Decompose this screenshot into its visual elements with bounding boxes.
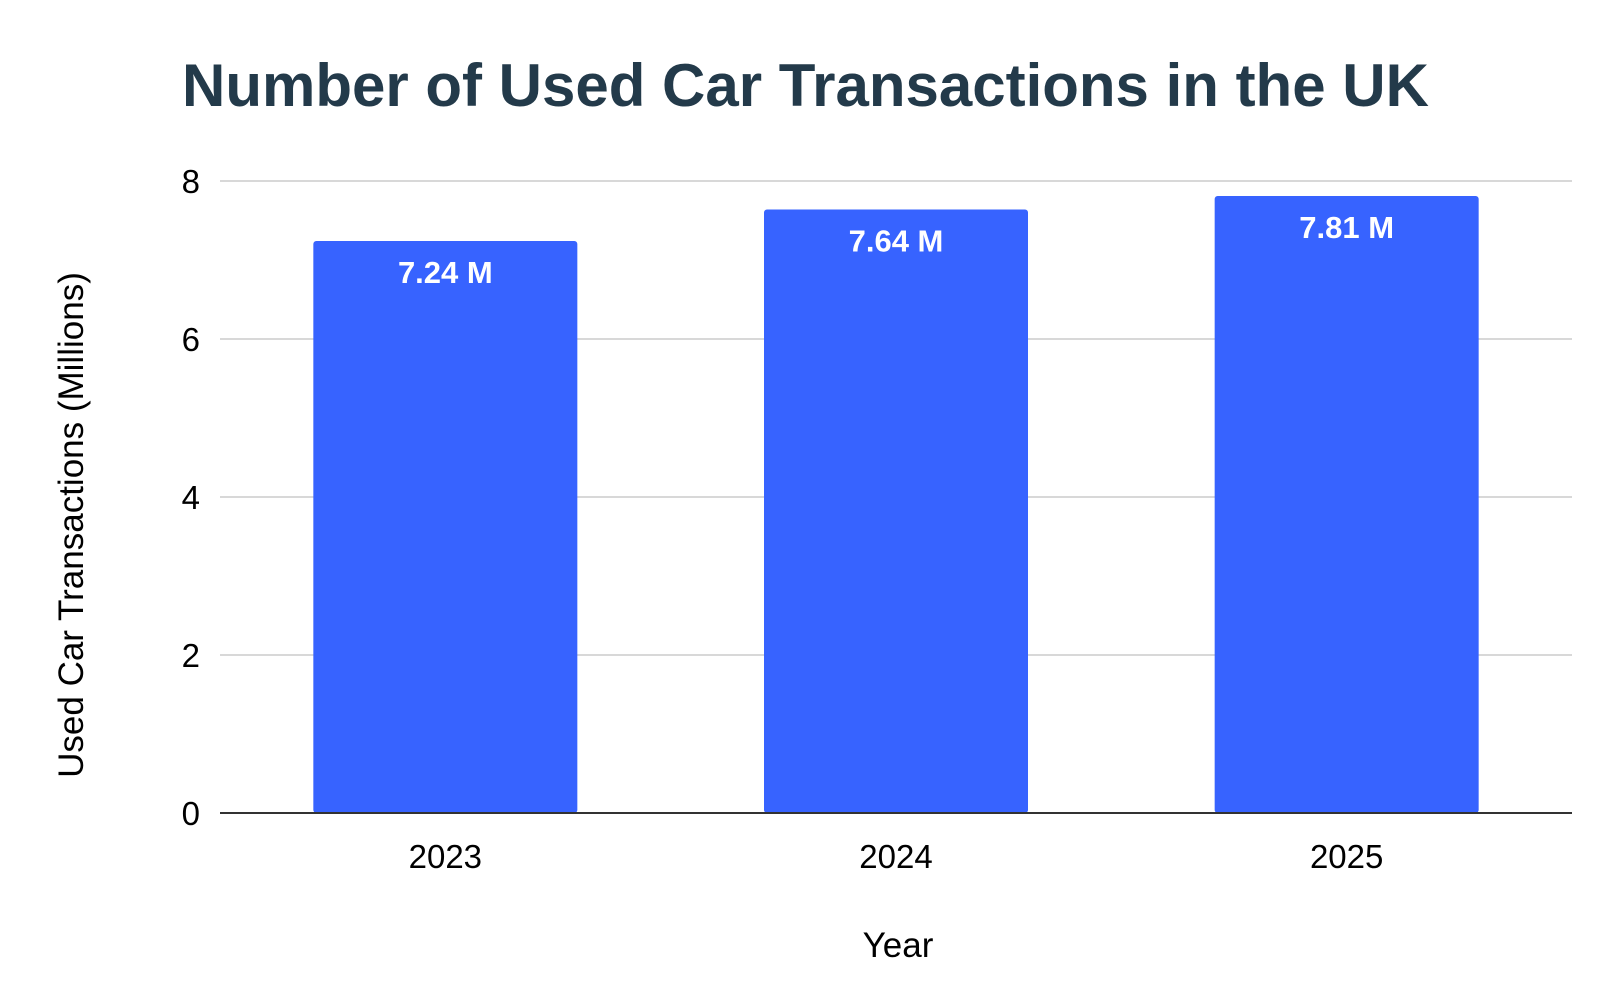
chart-title: Number of Used Car Transactions in the U…	[182, 52, 1429, 119]
y-tick-label: 0	[182, 795, 200, 832]
x-axis-label: Year	[863, 926, 934, 965]
x-tick-label: 2023	[409, 838, 482, 875]
y-tick-label: 4	[182, 479, 200, 516]
y-tick-label: 8	[182, 163, 200, 200]
x-axis-ticks: 2023 2024 2025	[409, 838, 1384, 875]
bar-value-label: 7.64 M	[849, 223, 944, 258]
bar-value-label: 7.81 M	[1299, 210, 1394, 245]
y-axis-label: Used Car Transactions (Millions)	[52, 272, 91, 778]
bar-2024	[764, 209, 1028, 813]
y-tick-label: 2	[182, 637, 200, 674]
bar-value-label: 7.24 M	[398, 255, 493, 290]
bar-2025	[1214, 196, 1479, 813]
x-tick-label: 2024	[859, 838, 932, 875]
bar-2023	[313, 241, 578, 814]
y-tick-label: 6	[182, 321, 200, 358]
x-tick-label: 2025	[1310, 838, 1383, 875]
bars: 7.24 M 7.64 M 7.81 M	[313, 196, 1479, 814]
y-axis-ticks: 0 2 4 6 8	[182, 163, 200, 832]
